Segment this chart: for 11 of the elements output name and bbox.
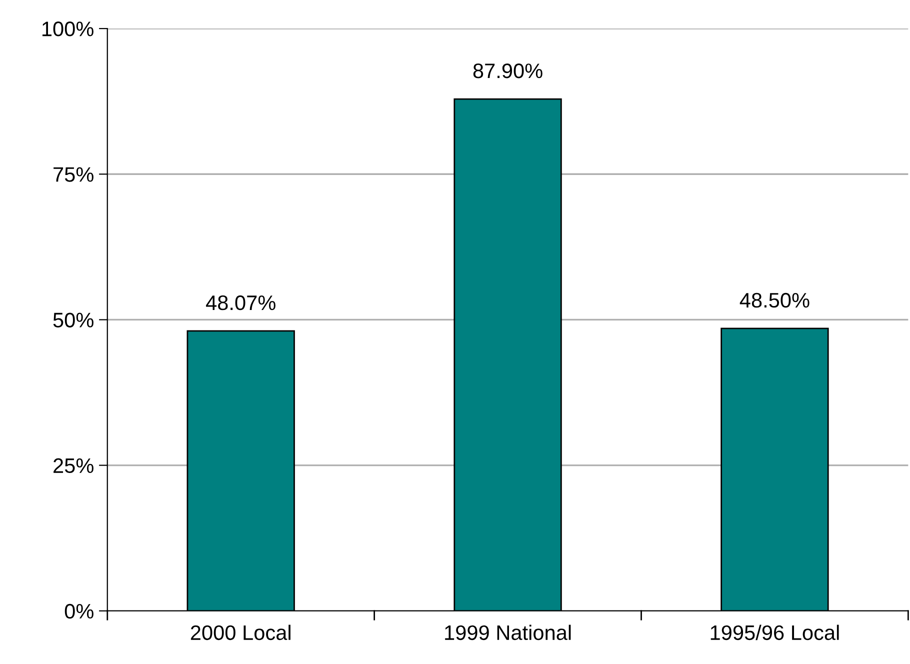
x-tick-label: 2000 Local [190, 624, 290, 640]
data-label: 87.90% [473, 63, 542, 78]
y-tick-label: 25% [54, 458, 94, 474]
y-tick-label: 75% [54, 167, 94, 182]
y-tick-label: 100% [42, 22, 94, 36]
x-tick-label: 1995/96 Local [710, 624, 839, 640]
y-tick-label: 50% [53, 312, 94, 328]
y-tick-label: 0% [64, 604, 94, 619]
data-label: 48.50% [740, 292, 810, 308]
data-label: 48.07% [206, 295, 276, 310]
x-tick-label: 1999 National [445, 624, 571, 640]
